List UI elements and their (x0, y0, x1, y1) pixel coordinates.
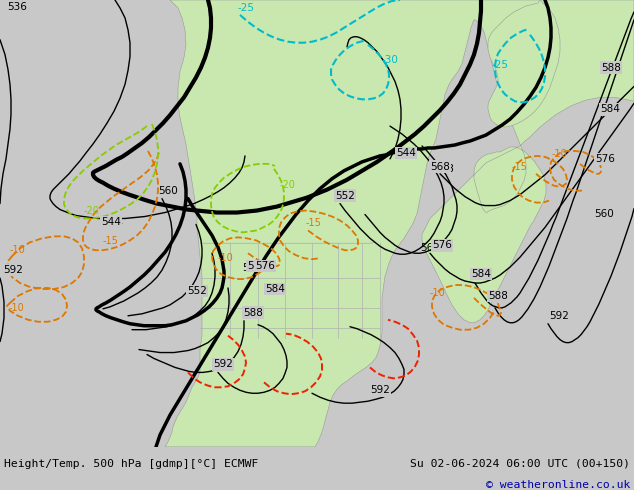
Text: 552: 552 (187, 286, 207, 296)
Text: 592: 592 (370, 387, 390, 397)
Text: -15: -15 (512, 162, 528, 172)
Text: 544: 544 (396, 148, 416, 158)
Text: 588: 588 (243, 308, 263, 318)
Text: -25: -25 (492, 60, 509, 70)
Text: 584: 584 (472, 271, 492, 281)
Text: 568: 568 (430, 162, 450, 172)
Text: 544: 544 (101, 218, 121, 227)
Text: -30: -30 (382, 54, 399, 65)
Polygon shape (488, 0, 560, 127)
Text: 536: 536 (7, 3, 27, 13)
Text: 552: 552 (186, 288, 206, 298)
Text: -25: -25 (237, 3, 254, 13)
Text: 592: 592 (548, 313, 568, 323)
Text: 568: 568 (242, 263, 262, 273)
Text: 560: 560 (420, 243, 440, 253)
Text: 576: 576 (595, 154, 615, 164)
Text: 576: 576 (256, 261, 276, 271)
Text: 576: 576 (432, 240, 452, 250)
Polygon shape (165, 0, 634, 447)
Text: 568: 568 (247, 261, 267, 271)
Text: -10: -10 (9, 303, 25, 313)
Text: 592: 592 (3, 265, 23, 275)
Text: 592: 592 (549, 311, 569, 321)
Text: 588: 588 (489, 293, 509, 303)
Text: 584: 584 (471, 269, 491, 279)
Text: 544: 544 (397, 149, 417, 159)
Text: 584: 584 (265, 284, 285, 294)
Text: 544: 544 (103, 219, 123, 228)
Text: 552: 552 (335, 191, 355, 200)
Text: 588: 588 (488, 291, 508, 301)
Text: -10: -10 (10, 245, 26, 255)
Text: -10: -10 (430, 288, 446, 298)
Text: © weatheronline.co.uk: © weatheronline.co.uk (486, 480, 630, 490)
Text: 568: 568 (434, 164, 454, 174)
Text: Height/Temp. 500 hPa [gdmp][°C] ECMWF: Height/Temp. 500 hPa [gdmp][°C] ECMWF (4, 459, 259, 468)
Text: 588: 588 (244, 309, 264, 319)
Text: -10: -10 (552, 149, 568, 159)
Text: -10: -10 (218, 253, 234, 263)
Text: 584: 584 (266, 285, 286, 295)
Text: 592: 592 (370, 385, 390, 395)
Text: 584: 584 (600, 104, 620, 114)
Text: 560: 560 (594, 209, 614, 219)
Text: 592: 592 (214, 361, 234, 370)
Text: 552: 552 (336, 192, 356, 201)
Text: 592: 592 (3, 265, 23, 275)
Text: -20: -20 (84, 205, 100, 216)
Text: 576: 576 (255, 261, 275, 271)
Text: 536: 536 (7, 2, 27, 12)
Text: 592: 592 (213, 360, 233, 369)
Text: Su 02-06-2024 06:00 UTC (00+150): Su 02-06-2024 06:00 UTC (00+150) (410, 459, 630, 468)
Text: -15: -15 (103, 236, 119, 246)
Text: 588: 588 (601, 63, 621, 73)
Text: 560: 560 (158, 186, 178, 196)
Text: -20: -20 (280, 180, 296, 190)
Text: -15: -15 (306, 219, 322, 228)
Text: 576: 576 (432, 241, 452, 251)
